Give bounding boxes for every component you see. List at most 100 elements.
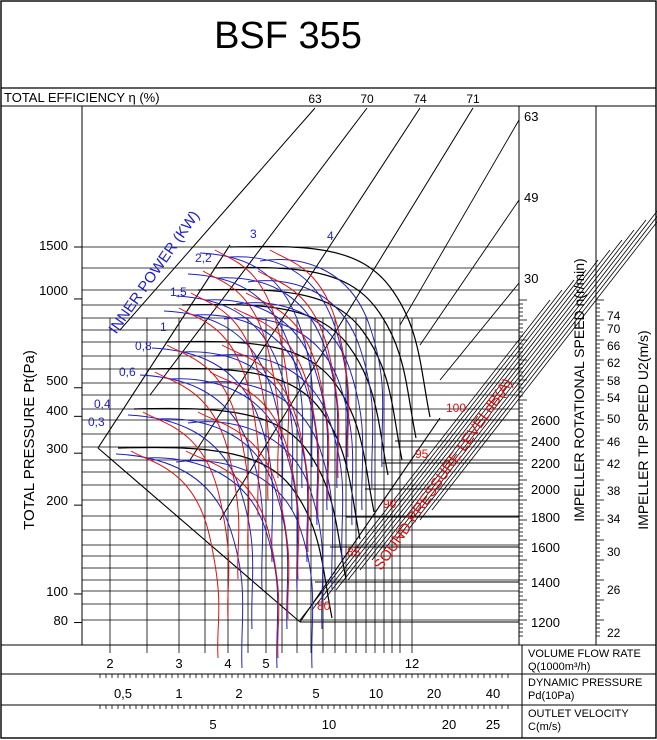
speed-line-oblique — [299, 299, 551, 621]
sound-curve-label: 100 — [446, 401, 466, 415]
chart-title: BSF 355 — [214, 15, 362, 57]
tip-speed-tick-label: 66 — [607, 339, 621, 353]
flow-tick-label: 4 — [224, 656, 231, 671]
speed-tick-label: 1600 — [531, 540, 560, 555]
sound-curve — [245, 292, 330, 501]
fan-speed-curve — [117, 446, 333, 619]
pressure-tick-label: 1000 — [39, 283, 68, 298]
fan-speed-curve — [213, 266, 417, 439]
speed-line-oblique — [311, 289, 563, 611]
sound-curve — [190, 292, 270, 501]
power-curve — [127, 414, 254, 630]
angle-line — [439, 282, 520, 381]
speed-line-label: 63 — [524, 109, 538, 124]
dynamic-axis-title: DYNAMIC PRESSURE — [528, 677, 642, 689]
speed-line-label: 49 — [524, 190, 538, 205]
power-curve — [259, 259, 384, 468]
dynamic-tick-label: 1 — [175, 686, 182, 701]
tip-speed-tick-label: 54 — [607, 391, 621, 405]
dynamic-tick-label: 2 — [235, 686, 242, 701]
power-curve-label: 2,2 — [195, 251, 212, 265]
speed-tick-label: 2600 — [531, 413, 560, 428]
speed-line-label: 30 — [524, 271, 538, 286]
tip-speed-tick-label: 70 — [607, 322, 621, 336]
flow-tick-label: 5 — [262, 656, 269, 671]
velocity-tick-label: 20 — [442, 717, 456, 732]
angle-line — [399, 119, 520, 326]
speed-line-oblique — [419, 215, 657, 521]
speed-line-oblique — [407, 210, 657, 531]
dynamic-tick-label: 10 — [369, 686, 383, 701]
tip-speed-tick-label: 34 — [607, 512, 621, 526]
flow-axis-title: VOLUME FLOW RATE — [528, 648, 641, 660]
power-curve — [187, 421, 324, 630]
sound-curve — [130, 450, 220, 659]
pressure-tick-label: 300 — [46, 441, 68, 456]
sound-curve — [221, 344, 310, 553]
dynamic-tick-label: 40 — [486, 686, 500, 701]
efficiency-line — [189, 107, 421, 461]
power-curve — [151, 347, 274, 563]
fan-speed-curve — [229, 245, 431, 418]
sound-curve — [214, 249, 290, 458]
speed-tick-label: 1200 — [531, 615, 560, 630]
speed-line-oblique — [371, 239, 623, 561]
velocity-axis-unit: C(m/s) — [528, 721, 561, 733]
pressure-tick-label: 1500 — [39, 238, 68, 253]
speed-tick-label: 2000 — [531, 482, 560, 497]
power-curve — [211, 354, 344, 563]
efficiency-line — [149, 107, 368, 396]
efficiency-axis-label: TOTAL EFFICIENCY η (%) — [4, 90, 160, 105]
sound-curve — [197, 411, 290, 620]
velocity-axis-title: OUTLET VELOCITY — [528, 708, 629, 720]
tip-speed-tick-label: 46 — [607, 435, 621, 449]
efficiency-value-label: 74 — [413, 92, 427, 106]
sound-curve-label: 90 — [383, 497, 397, 511]
tip-speed-tick-label: 74 — [607, 309, 621, 323]
speed-tick-label: 1400 — [531, 575, 560, 590]
sound-curve — [209, 371, 300, 580]
efficiency-line — [119, 107, 316, 331]
fan-speed-curve — [133, 407, 347, 580]
tip-speed-tick-label: 22 — [607, 626, 621, 640]
pressure-tick-label: 500 — [46, 373, 68, 388]
power-curve — [247, 280, 374, 489]
tip-speed-tick-label: 30 — [607, 545, 621, 559]
angle-line — [419, 199, 520, 346]
sound-curve — [233, 307, 320, 516]
dynamic-tick-label: 20 — [427, 686, 441, 701]
tip-speed-axis-title: IMPELLER TIP SPEED U2(m/s) — [635, 330, 651, 529]
power-curve-label: 3 — [250, 227, 257, 241]
speed-tick-label: 2400 — [531, 434, 560, 449]
dynamic-tick-label: 0,5 — [114, 686, 132, 701]
efficiency-value-label: 63 — [308, 92, 322, 106]
power-curve — [115, 453, 244, 669]
sound-curve-label: 85 — [347, 545, 361, 559]
fan-speed-curve — [181, 303, 389, 476]
speed-tick-label: 2200 — [531, 456, 560, 471]
power-curve-label: 0,3 — [88, 415, 105, 429]
power-curve — [205, 299, 329, 511]
velocity-tick-label: 25 — [486, 717, 500, 732]
pressure-tick-label: 100 — [46, 584, 68, 599]
speed-tick-label: 1800 — [531, 510, 560, 525]
sound-curve — [269, 249, 350, 458]
power-curve — [235, 302, 364, 511]
efficiency-value-label: 71 — [466, 92, 480, 106]
speed-axis-title: IMPELLER ROTATIONAL SPEED n(r/min) — [571, 258, 587, 521]
power-curve — [199, 252, 314, 468]
power-curve-label: 0,4 — [94, 397, 111, 411]
power-curve-label: 0,8 — [135, 339, 152, 353]
sound-curves — [130, 249, 350, 659]
speed-line-oblique — [431, 221, 657, 511]
power-curve-label: 1,5 — [170, 285, 187, 299]
sound-curve — [202, 270, 280, 479]
sound-curve — [166, 344, 250, 553]
axis-ticks — [74, 246, 604, 709]
dynamic-tick-label: 5 — [312, 686, 319, 701]
flow-tick-label: 12 — [405, 656, 419, 671]
velocity-tick-label: 10 — [322, 717, 336, 732]
pressure-axis-title: TOTAL PRESSURE Pt(Pa) — [21, 350, 38, 530]
